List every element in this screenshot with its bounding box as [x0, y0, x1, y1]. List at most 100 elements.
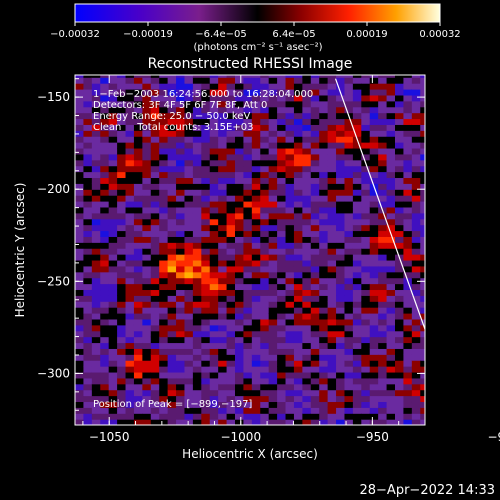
- heatmap-cell: [352, 130, 362, 137]
- heatmap-cell: [91, 342, 101, 349]
- heatmap-cell: [108, 206, 118, 214]
- heatmap-cell: [108, 265, 118, 273]
- heatmap-cell: [125, 307, 135, 314]
- heatmap-cell: [302, 118, 312, 125]
- heatmap-cell: [336, 318, 346, 326]
- heatmap-cell: [117, 248, 127, 255]
- heatmap-cell: [117, 383, 127, 391]
- heatmap-cell: [142, 218, 152, 226]
- heatmap-cell: [378, 75, 388, 78]
- heatmap-cell: [361, 100, 371, 108]
- heatmap-cell: [260, 301, 270, 308]
- heatmap-cell: [108, 236, 118, 243]
- heatmap-cell: [327, 118, 337, 125]
- heatmap-cell: [403, 371, 413, 379]
- heatmap-cell: [218, 371, 228, 379]
- heatmap-cell: [75, 248, 85, 255]
- heatmap-cell: [167, 159, 177, 167]
- heatmap-cell: [83, 153, 93, 161]
- heatmap-cell: [201, 118, 211, 125]
- heatmap-cell: [310, 159, 320, 167]
- heatmap-cell: [125, 177, 135, 184]
- heatmap-cell: [192, 112, 202, 120]
- heatmap-cell: [91, 254, 101, 261]
- heatmap-cell: [218, 366, 228, 373]
- heatmap-cell: [369, 130, 379, 137]
- heatmap-cell: [378, 212, 388, 220]
- heatmap-cell: [176, 407, 186, 414]
- heatmap-cell: [235, 401, 245, 408]
- heatmap-cell: [226, 89, 236, 96]
- heatmap-cell: [260, 230, 270, 237]
- heatmap-cell: [369, 118, 379, 125]
- heatmap-cell: [184, 130, 194, 137]
- heatmap-cell: [420, 75, 425, 78]
- heatmap-cell: [277, 153, 287, 161]
- heatmap-cell: [293, 242, 303, 249]
- heatmap-cell: [83, 112, 93, 120]
- heatmap-cell: [218, 307, 228, 314]
- heatmap-cell: [167, 301, 177, 308]
- heatmap-cell: [218, 301, 228, 308]
- heatmap-cell: [125, 183, 135, 190]
- heatmap-cell: [302, 206, 312, 214]
- heatmap-cell: [361, 89, 371, 96]
- heatmap-cell: [386, 100, 396, 108]
- heatmap-cell: [83, 136, 93, 143]
- heatmap-cell: [344, 195, 354, 202]
- heatmap-cell: [218, 183, 228, 190]
- heatmap-cell: [100, 106, 110, 114]
- heatmap-cell: [395, 75, 405, 78]
- heatmap-cell: [403, 401, 413, 408]
- heatmap-cell: [319, 236, 329, 243]
- heatmap-cell: [209, 75, 219, 78]
- heatmap-cell: [184, 106, 194, 114]
- heatmap-cell: [352, 401, 362, 408]
- heatmap-cell: [310, 265, 320, 273]
- heatmap-cell: [420, 366, 425, 373]
- heatmap-cell: [302, 183, 312, 190]
- heatmap-cell: [319, 112, 329, 120]
- heatmap-cell: [192, 283, 202, 291]
- heatmap-cell: [285, 177, 295, 184]
- heatmap-cell: [201, 77, 211, 84]
- heatmap-cell: [310, 142, 320, 149]
- heatmap-cell: [361, 401, 371, 408]
- heatmap-cell: [277, 413, 287, 420]
- heatmap-cell: [108, 277, 118, 285]
- heatmap-cell: [260, 159, 270, 167]
- heatmap-cell: [268, 218, 278, 226]
- heatmap-cell: [133, 153, 143, 161]
- heatmap-cell: [386, 136, 396, 143]
- heatmap-cell: [336, 112, 346, 120]
- heatmap-cell: [285, 354, 295, 361]
- heatmap-cell: [176, 371, 186, 379]
- heatmap-cell: [251, 336, 261, 344]
- heatmap-cell: [293, 75, 303, 78]
- heatmap-cell: [260, 130, 270, 137]
- heatmap-cell: [133, 413, 143, 420]
- heatmap-cell: [209, 183, 219, 190]
- heatmap-cell: [411, 395, 421, 403]
- heatmap-cell: [344, 77, 354, 84]
- heatmap-cell: [75, 100, 85, 108]
- heatmap-cell: [150, 201, 160, 208]
- heatmap-cell: [91, 413, 101, 420]
- heatmap-cell: [386, 218, 396, 226]
- heatmap-cell: [150, 371, 160, 379]
- heatmap-cell: [285, 153, 295, 161]
- heatmap-cell: [201, 147, 211, 155]
- heatmap-cell: [403, 189, 413, 196]
- heatmap-cell: [100, 354, 110, 361]
- heatmap-cell: [133, 336, 143, 344]
- heatmap-cell: [411, 289, 421, 296]
- heatmap-cell: [176, 289, 186, 296]
- heatmap-cell: [411, 342, 421, 349]
- heatmap-cell: [352, 383, 362, 391]
- heatmap-cell: [395, 307, 405, 314]
- heatmap-cell: [344, 218, 354, 226]
- heatmap-cell: [352, 324, 362, 332]
- heatmap-cell: [159, 389, 169, 397]
- heatmap-cell: [192, 254, 202, 261]
- heatmap-cell: [218, 259, 228, 267]
